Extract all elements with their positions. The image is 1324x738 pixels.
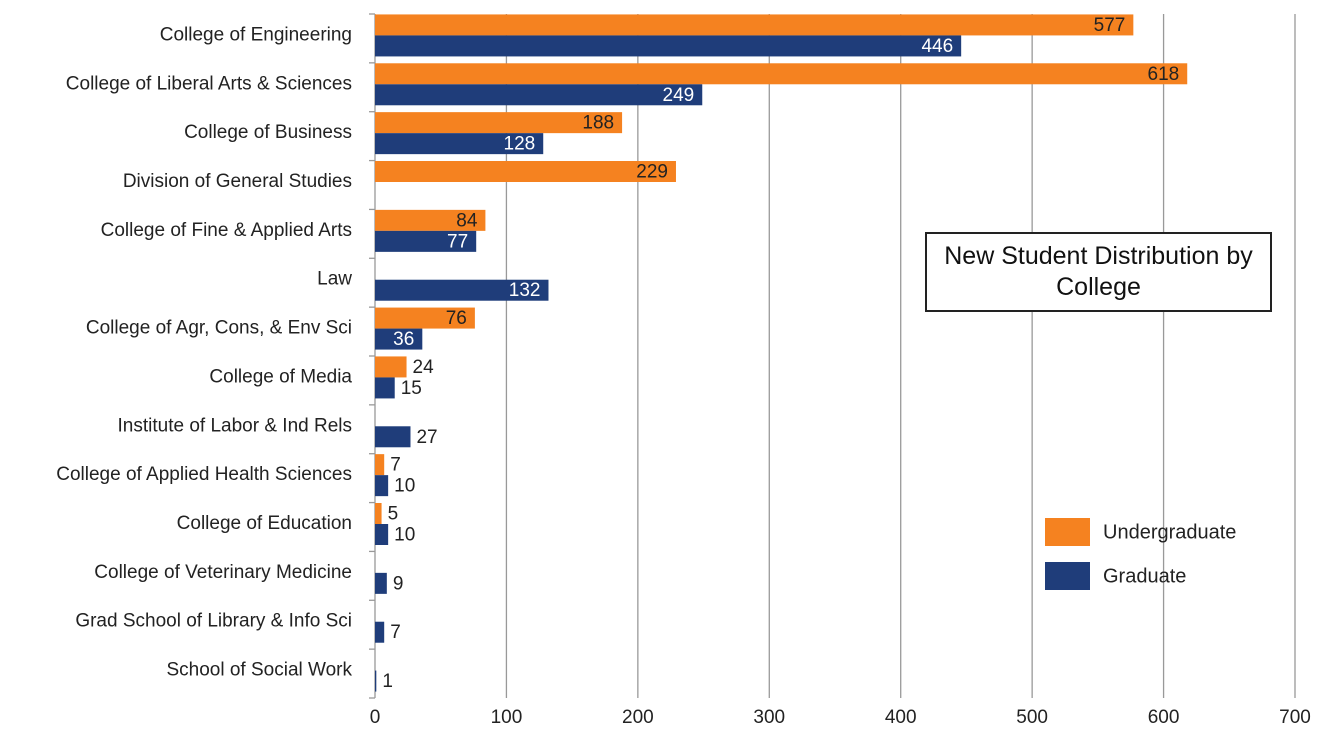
x-tick-label: 0: [370, 707, 381, 728]
data-label: 618: [1148, 64, 1180, 85]
data-label: 84: [456, 210, 478, 231]
bar: [375, 279, 549, 301]
bar: [375, 161, 676, 182]
x-tick-label: 600: [1148, 707, 1180, 728]
x-tick-label: 500: [1016, 707, 1048, 728]
bar: [375, 84, 703, 106]
bar: [375, 670, 377, 692]
bar: [375, 454, 385, 476]
x-tick-label: 400: [885, 707, 917, 728]
y-tick-label: Institute of Labor & Ind Rels: [118, 415, 352, 436]
legend-label: Graduate: [1103, 565, 1186, 587]
y-tick-label: Law: [317, 269, 352, 290]
y-tick-label: Grad School of Library & Info Sci: [75, 611, 352, 632]
data-label: 132: [509, 280, 541, 301]
y-tick-label: College of Business: [184, 122, 352, 143]
bar: [375, 230, 477, 252]
bar: [375, 63, 1188, 85]
x-tick-label: 300: [753, 707, 785, 728]
bar: [375, 524, 389, 545]
data-label: 27: [416, 427, 437, 448]
x-tick-label: 200: [622, 707, 654, 728]
y-tick-label: College of Engineering: [160, 24, 352, 45]
data-label: 15: [401, 378, 422, 399]
data-label: 188: [582, 113, 614, 134]
bar: [375, 112, 623, 134]
y-tick-label: College of Liberal Arts & Sciences: [66, 73, 352, 94]
legend-swatch: [1045, 562, 1090, 590]
data-label: 1: [382, 671, 393, 692]
y-tick-label: College of Applied Health Sciences: [56, 464, 352, 485]
bar: [375, 426, 411, 448]
bar: [375, 209, 486, 231]
data-label: 24: [413, 357, 435, 378]
y-tick-label: College of Media: [209, 366, 352, 387]
chart-title: New Student Distribution by College: [925, 232, 1272, 312]
data-label: 36: [393, 329, 414, 350]
bar: [375, 35, 962, 57]
data-label: 5: [388, 504, 399, 525]
bar: [375, 328, 423, 350]
data-label: 76: [446, 308, 467, 329]
data-label: 10: [394, 476, 415, 497]
x-tick-label: 700: [1279, 707, 1311, 728]
bar: [375, 475, 389, 497]
y-tick-label: College of Agr, Cons, & Env Sci: [86, 318, 352, 339]
data-label: 9: [393, 573, 404, 594]
y-tick-label: College of Veterinary Medicine: [94, 562, 352, 583]
y-tick-label: Division of General Studies: [123, 171, 352, 192]
bar: [375, 307, 475, 329]
data-label: 229: [636, 162, 668, 183]
data-label: 10: [394, 525, 415, 546]
data-label: 446: [921, 36, 953, 57]
bar: [375, 377, 395, 399]
data-label: 77: [447, 231, 468, 252]
legend-swatch: [1045, 518, 1090, 546]
data-label: 7: [390, 455, 401, 476]
bar: [375, 621, 385, 643]
bar: [375, 572, 387, 594]
data-label: 249: [663, 85, 695, 106]
x-tick-label: 100: [491, 707, 523, 728]
y-tick-label: College of Education: [177, 513, 352, 534]
bar: [375, 356, 407, 378]
bar: [375, 14, 1134, 36]
data-label: 7: [390, 622, 401, 643]
legend-label: Undergraduate: [1103, 521, 1236, 543]
data-label: 128: [504, 134, 536, 155]
y-tick-label: College of Fine & Applied Arts: [101, 220, 352, 241]
bar: [375, 503, 382, 524]
data-label: 577: [1094, 15, 1126, 36]
y-tick-label: School of Social Work: [166, 660, 352, 681]
bar: [375, 133, 544, 155]
